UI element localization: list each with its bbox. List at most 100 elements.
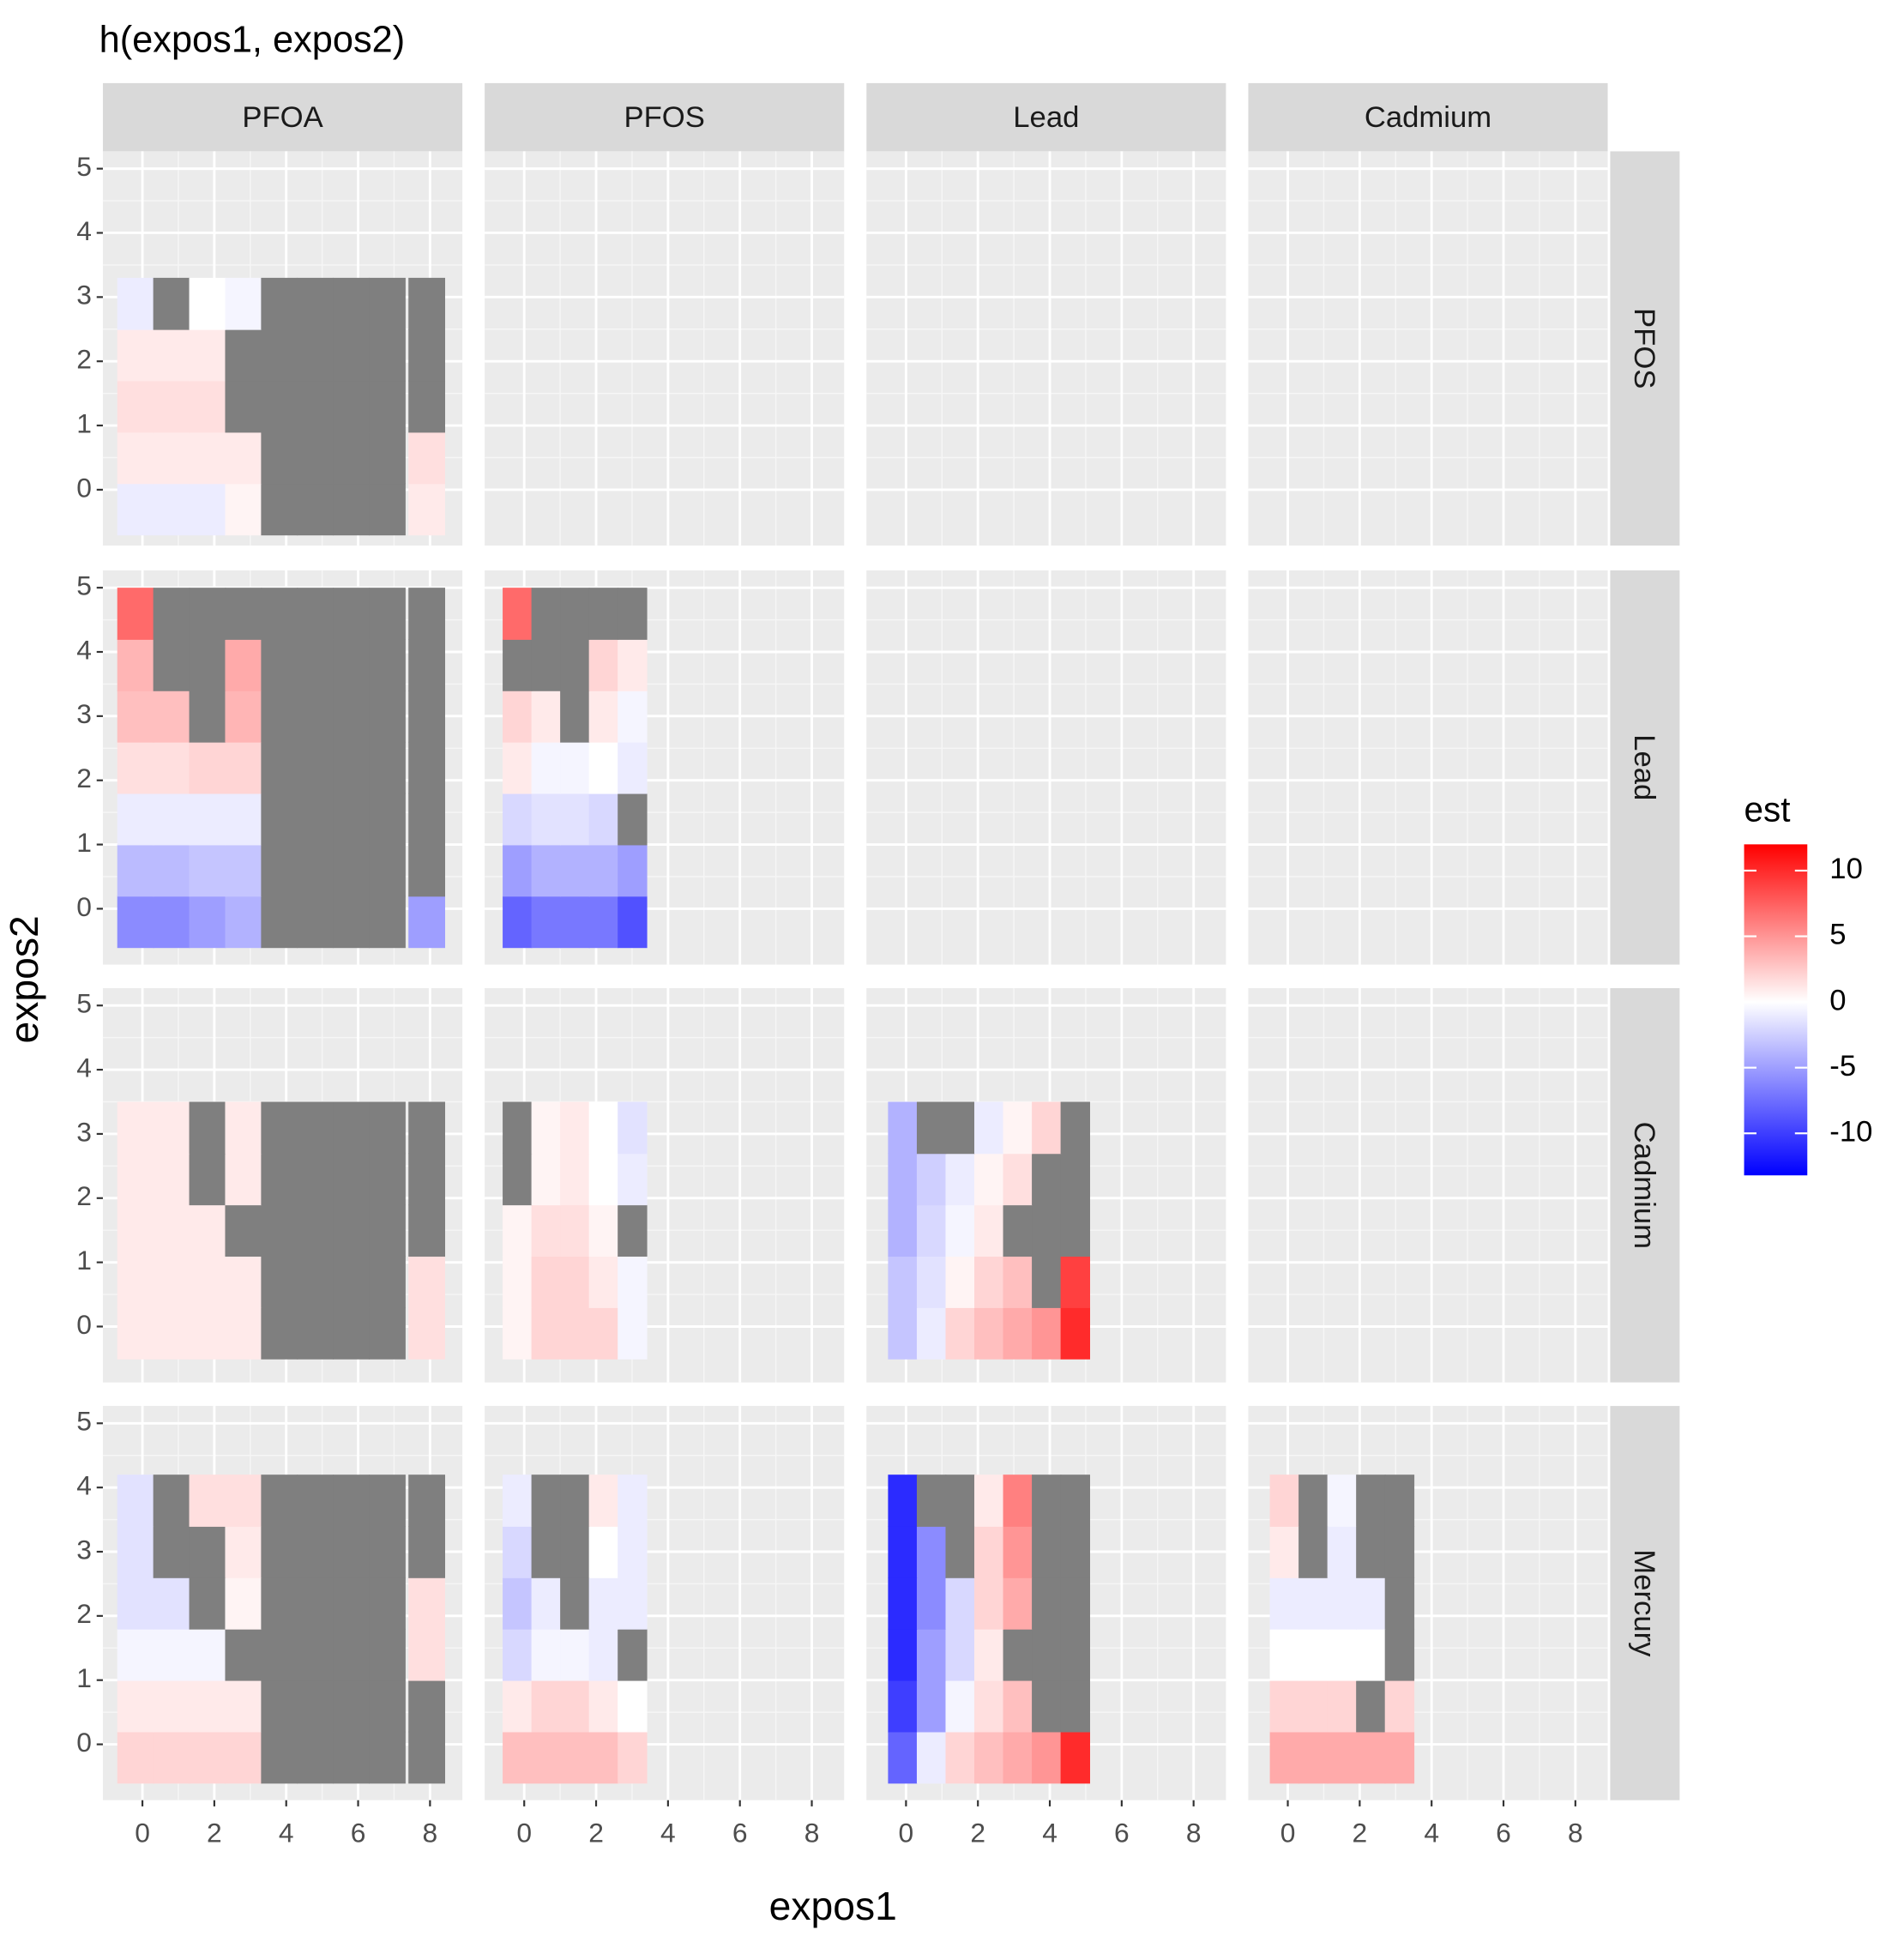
- na-cell: [297, 690, 334, 743]
- na-cell: [261, 793, 298, 846]
- y-tick-label: 0: [76, 1309, 92, 1340]
- na-cell: [408, 741, 446, 794]
- na-cell: [333, 1628, 370, 1681]
- heat-cell: [153, 1307, 190, 1360]
- heat-cell: [408, 483, 446, 536]
- heat-cell: [225, 1153, 262, 1206]
- na-cell: [1298, 1475, 1329, 1527]
- row-strip-label: Mercury: [1628, 1549, 1660, 1657]
- y-tick-label: 2: [76, 1180, 92, 1211]
- heat-cell: [1356, 1731, 1386, 1784]
- heat-cell: [916, 1307, 947, 1360]
- heat-cell: [225, 1101, 262, 1155]
- na-cell: [153, 1526, 190, 1578]
- heat-cell: [1003, 1577, 1033, 1630]
- na-cell: [369, 690, 406, 743]
- na-cell: [261, 1475, 298, 1527]
- heat-cell: [503, 741, 533, 794]
- colorbar-tick-label: -5: [1829, 1050, 1856, 1083]
- x-tick-label: 8: [423, 1818, 438, 1848]
- heat-cell: [189, 1256, 226, 1308]
- heat-cell: [1269, 1526, 1299, 1578]
- heat-cell: [974, 1475, 1004, 1527]
- na-cell: [560, 690, 590, 743]
- na-cell: [189, 1577, 226, 1630]
- panel-background: [866, 570, 1226, 965]
- heat-cell: [503, 1475, 533, 1527]
- na-cell: [369, 896, 406, 949]
- na-cell: [1298, 1526, 1329, 1578]
- na-cell: [408, 329, 446, 382]
- heat-cell: [916, 1256, 947, 1308]
- panel-background: [866, 151, 1226, 546]
- x-tick-label: 2: [207, 1818, 222, 1848]
- y-tick-label: 5: [76, 1406, 92, 1437]
- x-tick-label: 2: [588, 1818, 604, 1848]
- na-cell: [369, 1256, 406, 1308]
- x-tick-label: 0: [899, 1818, 914, 1848]
- heat-cell: [189, 329, 226, 382]
- y-tick-label: 5: [76, 570, 92, 601]
- y-tick-label: 3: [76, 1116, 92, 1147]
- na-cell: [408, 380, 446, 433]
- heat-cell: [153, 896, 190, 949]
- na-cell: [333, 483, 370, 536]
- na-cell: [333, 741, 370, 794]
- heat-cell: [225, 690, 262, 743]
- heat-cell: [225, 1731, 262, 1784]
- chart-title: h(expos1, expos2): [99, 20, 406, 61]
- na-cell: [408, 1475, 446, 1527]
- na-cell: [297, 639, 334, 691]
- heat-cell: [117, 741, 154, 794]
- heat-cell: [189, 277, 226, 330]
- na-cell: [333, 1153, 370, 1206]
- heat-cell: [945, 1256, 975, 1308]
- heat-cell: [117, 844, 154, 897]
- heat-cell: [153, 1204, 190, 1257]
- heat-cell: [945, 1204, 975, 1257]
- row-strip-label: PFOS: [1628, 308, 1660, 389]
- heat-cell: [560, 896, 590, 949]
- panel-background: [1248, 151, 1608, 546]
- na-cell: [560, 588, 590, 640]
- heat-cell: [531, 896, 562, 949]
- heat-cell: [1003, 1731, 1033, 1784]
- heat-cell: [560, 1680, 590, 1733]
- row-strip: [1610, 570, 1680, 965]
- x-tick-label: 4: [279, 1818, 294, 1848]
- colorbar-tick-label: 0: [1829, 984, 1846, 1016]
- na-cell: [369, 277, 406, 330]
- heat-cell: [153, 1731, 190, 1784]
- na-cell: [297, 1628, 334, 1681]
- na-cell: [261, 896, 298, 949]
- heat-cell: [888, 1628, 918, 1681]
- na-cell: [297, 844, 334, 897]
- heat-cell: [618, 844, 648, 897]
- column-strip: [1248, 82, 1608, 152]
- na-cell: [408, 1731, 446, 1784]
- column-strip-label: Cadmium: [1365, 101, 1491, 134]
- heat-cell: [1032, 1101, 1062, 1155]
- column-strip: [485, 82, 845, 152]
- x-tick-label: 2: [1353, 1818, 1368, 1848]
- heat-cell: [531, 1577, 562, 1630]
- heat-cell: [588, 639, 619, 691]
- x-tick-label: 4: [1042, 1818, 1057, 1848]
- column-strip-label: PFOA: [242, 101, 323, 134]
- na-cell: [261, 1204, 298, 1257]
- heat-cell: [560, 1256, 590, 1308]
- na-cell: [408, 588, 446, 640]
- heat-cell: [588, 1204, 619, 1257]
- na-cell: [1003, 1204, 1033, 1257]
- na-cell: [261, 1731, 298, 1784]
- na-cell: [945, 1475, 975, 1527]
- y-tick-label: 1: [76, 827, 92, 858]
- na-cell: [408, 1680, 446, 1733]
- heat-cell: [1003, 1307, 1033, 1360]
- heat-cell: [153, 1628, 190, 1681]
- na-cell: [1032, 1680, 1062, 1733]
- na-cell: [945, 1526, 975, 1578]
- x-tick-label: 4: [660, 1818, 676, 1848]
- na-cell: [225, 380, 262, 433]
